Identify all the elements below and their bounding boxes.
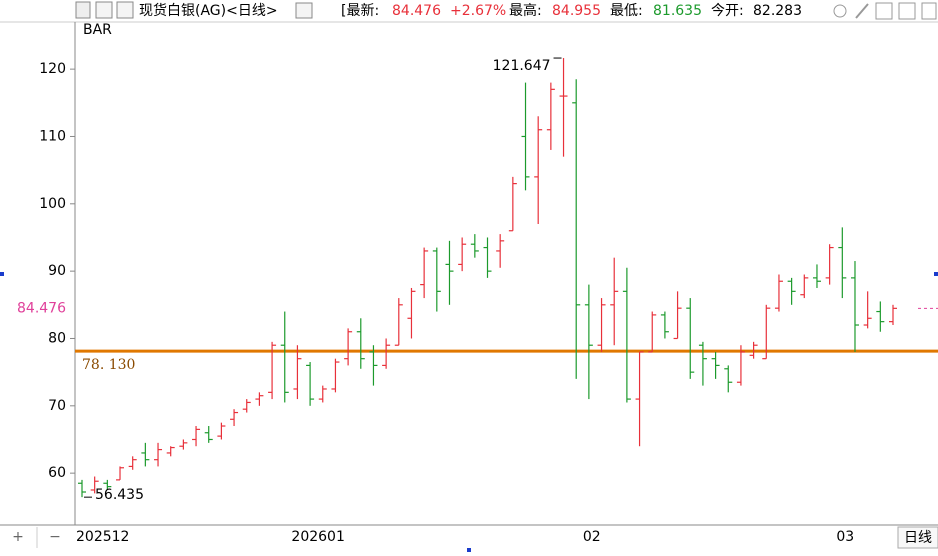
icon[interactable] <box>833 4 847 18</box>
y-tick-label: 80 <box>48 330 66 346</box>
icon[interactable] <box>898 2 916 20</box>
open-label: 今开: <box>711 3 744 19</box>
dropdown[interactable] <box>295 2 313 19</box>
latest-value: 84.476 <box>392 3 441 19</box>
header-bar: 现货白银(AG)<日线> [最新: 84.476 +2.67% 最高: 84.9… <box>75 0 938 22</box>
zoom-in[interactable]: + <box>12 529 24 545</box>
icon[interactable] <box>875 2 893 20</box>
handle <box>934 272 938 276</box>
icon[interactable] <box>921 2 937 20</box>
title: 现货白银(AG)<日线> <box>139 2 278 19</box>
high-label: 最高: <box>509 2 542 19</box>
peak-label: 121.647 <box>493 58 551 74</box>
icon[interactable] <box>75 1 91 19</box>
level-label: 78. 130 <box>82 357 135 373</box>
high-value: 84.955 <box>552 3 601 19</box>
handle <box>0 272 4 276</box>
y-tick-label: 90 <box>48 263 66 279</box>
y-tick-label: 110 <box>39 128 66 144</box>
period-label: 日线 <box>904 530 932 546</box>
y-tick-label: 100 <box>39 196 66 212</box>
icon[interactable] <box>855 3 869 19</box>
x-tick-label: 03 <box>836 529 854 545</box>
zoom-out[interactable]: − <box>49 529 61 545</box>
trough-label: 56.435 <box>95 487 144 503</box>
x-tick-label: 202601 <box>291 529 344 545</box>
latest-label: [最新: <box>341 3 379 19</box>
x-tick-label: 02 <box>583 529 601 545</box>
period-button[interactable] <box>897 526 938 549</box>
handle <box>467 548 471 552</box>
icon[interactable] <box>95 1 113 19</box>
x-tick-label: 202512 <box>76 529 129 545</box>
change: +2.67% <box>450 3 506 19</box>
y-tick-label: 70 <box>48 398 66 414</box>
low-label: 最低: <box>610 3 643 19</box>
y-tick-label: 60 <box>48 465 66 481</box>
low-value: 81.635 <box>653 3 702 19</box>
indicator-label: BAR <box>83 22 112 38</box>
icon[interactable] <box>116 1 134 19</box>
open-value: 82.283 <box>753 3 802 19</box>
y-tick-label: 120 <box>39 61 66 77</box>
last-price-label: 84.476 <box>17 300 66 316</box>
